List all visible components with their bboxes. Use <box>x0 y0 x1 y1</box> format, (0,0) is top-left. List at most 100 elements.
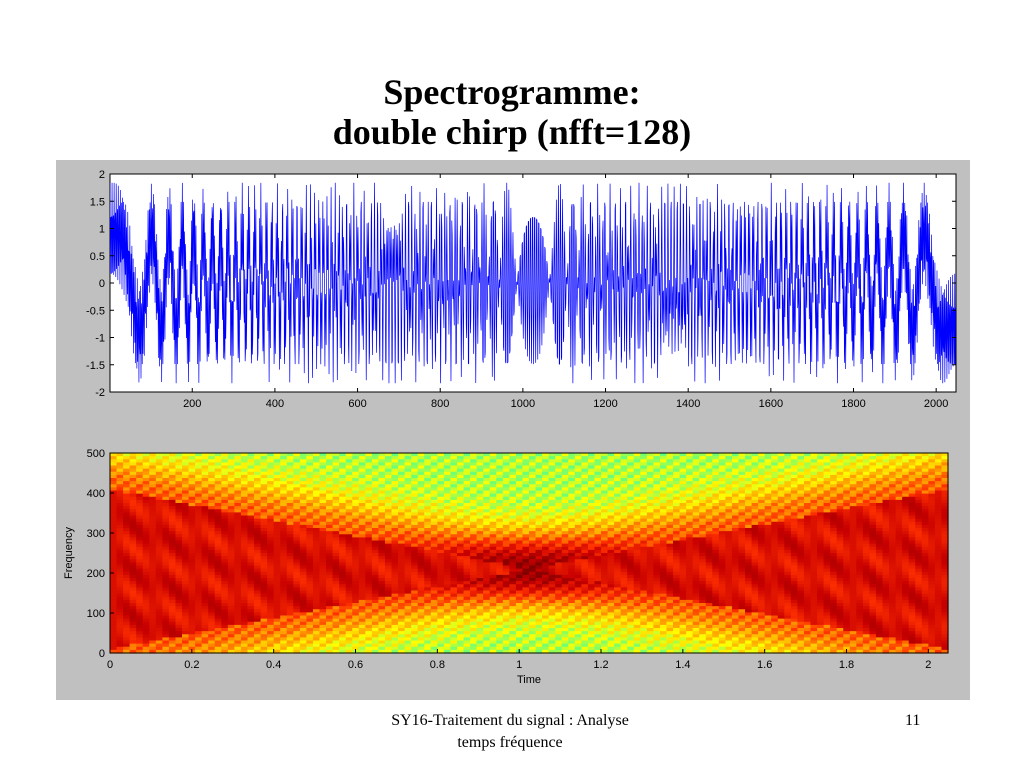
spectrogram-cell <box>339 490 347 495</box>
spectrogram-cell <box>168 637 177 642</box>
spectrogram-cell <box>384 590 393 595</box>
spectrogram-cell <box>601 493 609 498</box>
spectrogram-cell <box>371 453 380 457</box>
spectrogram-cell <box>162 531 170 535</box>
spectrogram-cell <box>450 618 458 623</box>
spectrogram-cell <box>411 528 419 532</box>
signal-ytick-label: 0 <box>99 278 105 290</box>
spectrogram-cell <box>450 481 458 485</box>
spectrogram-cell <box>398 593 406 598</box>
spectrogram-cell <box>110 631 118 635</box>
spectrogram-cell <box>502 612 510 617</box>
spectrogram-cell <box>384 649 393 654</box>
spectrogram-cell <box>319 640 327 645</box>
spectrogram-cell <box>594 649 602 654</box>
spectrogram-cell <box>555 643 563 648</box>
spectrogram-cell <box>280 459 288 463</box>
spectrogram-cell <box>463 453 471 457</box>
spectrogram-cell <box>391 521 399 526</box>
spectrogram-cell <box>417 518 425 523</box>
spectrogram-cell <box>384 478 393 482</box>
spectrogram-cell <box>443 531 452 535</box>
spectrogram-cell <box>489 590 497 595</box>
spectrogram-cell <box>496 590 504 595</box>
spectrogram-cell <box>358 603 366 607</box>
spectrogram-cell <box>476 631 484 635</box>
spectrogram-cell <box>502 596 510 601</box>
spectrogram-cell <box>391 590 399 595</box>
spectrogram-cell <box>110 503 118 507</box>
spectrogram-cell <box>247 624 255 629</box>
spectrogram-cell <box>280 543 288 548</box>
spectrogram-cell <box>260 556 268 560</box>
spectrogram-cell <box>456 628 465 632</box>
spectrogram-cell <box>280 618 288 623</box>
spectrogram-cell <box>155 484 163 488</box>
spectrogram-cell <box>273 624 281 629</box>
spectrogram-cell <box>299 606 308 610</box>
spectrogram-cell <box>470 568 478 573</box>
spectrogram-cell <box>483 568 491 573</box>
spectrogram-cell <box>306 474 314 479</box>
spectrogram-cell <box>175 453 183 457</box>
spectrogram-cell <box>529 524 537 529</box>
spectrogram-cell <box>175 593 183 598</box>
spectrogram-cell <box>123 543 131 548</box>
spectrogram-cell <box>162 499 170 504</box>
spectrogram-cell <box>365 487 373 492</box>
spectrogram-cell <box>286 515 294 520</box>
spectrogram-cell <box>607 512 615 517</box>
spectrogram-cell <box>188 590 196 595</box>
spectrogram-cell <box>411 621 419 626</box>
spectrogram-cell <box>371 543 380 548</box>
spectrogram-cell <box>182 453 190 457</box>
spectrogram-cell <box>450 465 458 470</box>
spectrogram-cell <box>371 537 380 542</box>
spectrogram-cell <box>142 496 150 501</box>
spectrogram-cell <box>254 471 262 476</box>
spectrogram-cell <box>254 459 262 463</box>
spectrogram-cell <box>142 643 150 648</box>
spectrogram-cell <box>483 484 491 488</box>
spectrogram-cell <box>542 640 550 645</box>
spectrogram-cell <box>188 559 196 563</box>
spectrogram-cell <box>234 512 242 517</box>
spectrogram-cell <box>456 562 465 567</box>
spectrogram-cell <box>371 499 380 504</box>
spectrogram-cell <box>594 615 602 620</box>
spectrogram-cell <box>378 593 386 598</box>
spectrogram-cell <box>129 487 137 492</box>
spectrogram-cell <box>437 471 445 476</box>
spectrogram-cell <box>529 503 537 507</box>
spectrogram-cell <box>365 646 373 651</box>
spectrogram-cell <box>470 543 478 548</box>
spectrogram-cell <box>188 524 196 529</box>
spectrogram-cell <box>614 465 622 470</box>
spectrogram-cell <box>273 487 281 492</box>
spectrogram-cell <box>129 556 137 560</box>
spectrogram-cell <box>411 590 419 595</box>
spectrogram-cell <box>568 478 576 482</box>
spectrogram-cell <box>155 549 163 554</box>
spectrogram-cell <box>529 618 537 623</box>
spectrogram-cell <box>542 459 550 463</box>
spectrogram-cell <box>280 521 288 526</box>
spectrogram-cell <box>162 543 170 548</box>
spectrogram-cell <box>345 603 353 607</box>
spectrogram-cell <box>312 549 321 554</box>
spectrogram-cell <box>581 587 589 592</box>
spectrogram-cell <box>378 506 386 510</box>
spectrogram-cell <box>411 474 419 479</box>
spectrogram-cell <box>365 524 373 529</box>
spectrogram-cell <box>273 481 281 485</box>
spectrogram-cell <box>463 468 471 473</box>
spectrogram-cell <box>456 609 465 613</box>
spectrogram-cell <box>332 559 340 563</box>
spectrogram-cell <box>411 468 419 473</box>
spectrogram-cell <box>136 518 144 523</box>
spectrogram-cell <box>548 603 556 607</box>
spectrogram-cell <box>555 468 563 473</box>
spectrogram-cell <box>607 621 615 626</box>
spectrogram-cell <box>312 503 321 507</box>
spectrogram-cell <box>522 543 530 548</box>
